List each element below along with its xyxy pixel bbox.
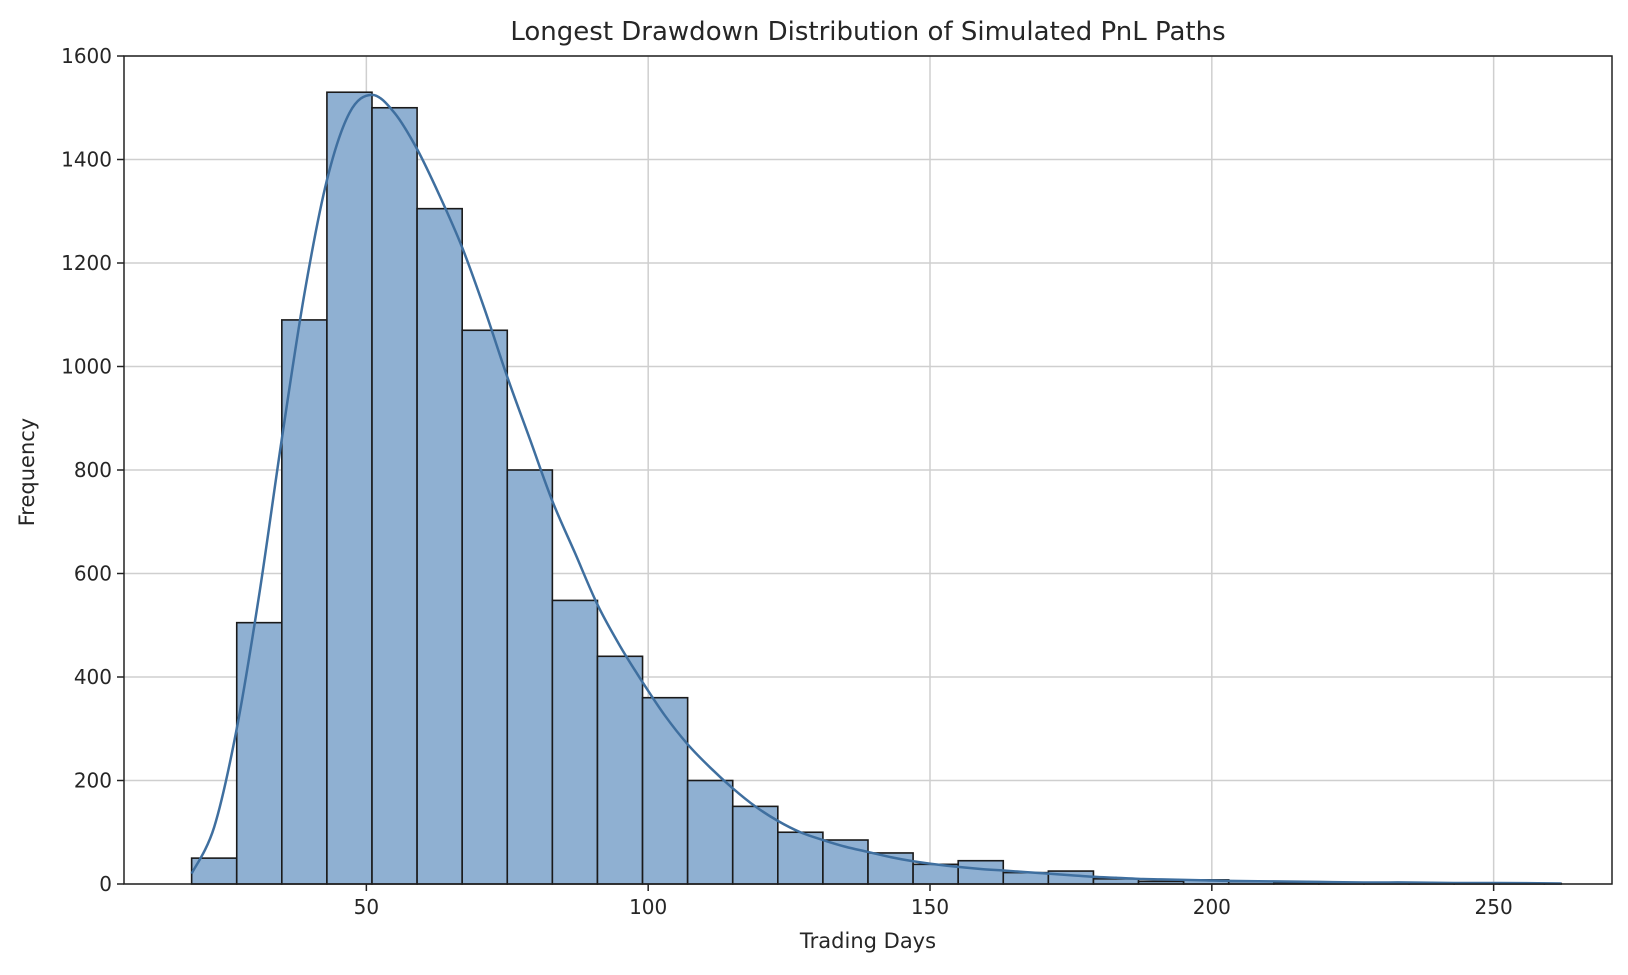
- y-tick-label: 1400: [61, 148, 112, 172]
- histogram-bar: [281, 319, 328, 885]
- histogram-bar: [416, 207, 463, 885]
- histogram-bar: [641, 696, 689, 885]
- histogram-bar: [235, 621, 283, 885]
- y-tick-label: 600: [74, 562, 112, 586]
- x-tick-label: 50: [354, 895, 379, 919]
- y-tick-label: 0: [99, 872, 112, 896]
- kde-curve: [190, 93, 1562, 885]
- x-tick-label: 100: [629, 895, 667, 919]
- x-tick-label: 200: [1193, 895, 1231, 919]
- y-tick-label: 1000: [61, 355, 112, 379]
- y-axis-label: Frequency: [15, 418, 39, 527]
- chart-title: Longest Drawdown Distribution of Simulat…: [510, 17, 1225, 47]
- histogram-bar: [371, 106, 418, 885]
- x-axis-label: Trading Days: [799, 929, 936, 953]
- histogram-bar: [506, 469, 554, 885]
- histogram-bar: [777, 831, 824, 885]
- histogram-bar: [551, 599, 599, 885]
- y-tick-label: 800: [74, 458, 112, 482]
- plot-area: 50 100 150 200 250 0 200 400 600 800 1000 1200 1400 1…: [61, 44, 1613, 919]
- y-tick-label: 200: [74, 769, 112, 793]
- histogram-bar: [957, 859, 1005, 885]
- histogram-bar: [461, 329, 509, 885]
- histogram-bar: [686, 779, 734, 885]
- y-tick-label: 400: [74, 665, 112, 689]
- x-tick-label: 250: [1475, 895, 1513, 919]
- y-tick-label: 1600: [61, 44, 112, 68]
- histogram-bar: [326, 91, 373, 885]
- histogram-bar: [596, 655, 644, 885]
- y-tick-label: 1200: [61, 251, 112, 275]
- x-tick-label: 150: [911, 895, 949, 919]
